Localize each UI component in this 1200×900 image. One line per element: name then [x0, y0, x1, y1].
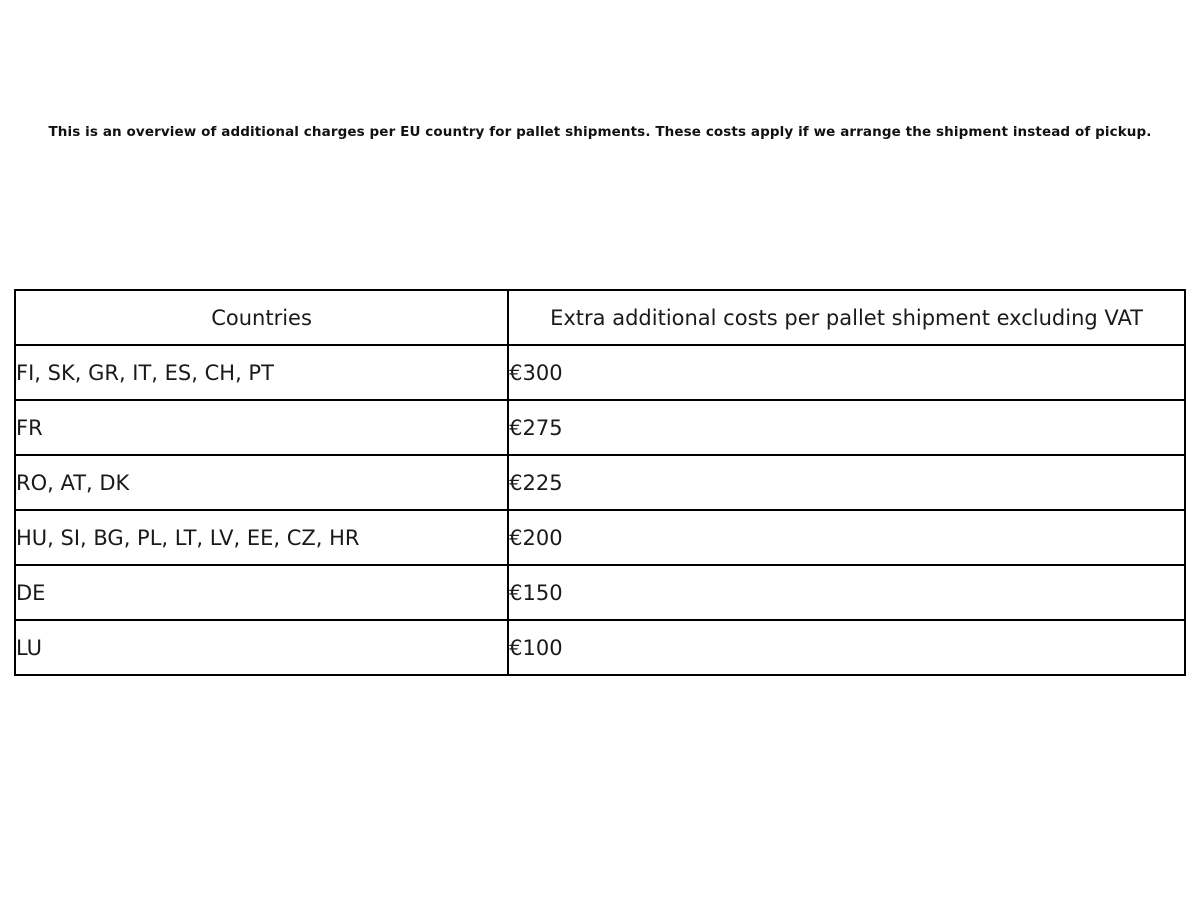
countries-cell: FR [13, 399, 510, 456]
intro-text: This is an overview of additional charge… [48, 124, 1152, 140]
table-body: FI, SK, GR, IT, ES, CH, PT €300 FR €275 RO, … [13, 344, 1186, 676]
column-header-countries: Countries [13, 289, 510, 346]
cost-cell: €150 [507, 564, 1186, 621]
cost-cell: €225 [507, 454, 1186, 511]
column-header-costs: Extra additional costs per pallet shipme… [507, 289, 1186, 346]
countries-cell: HU, SI, BG, PL, LT, LV, EE, CZ, HR [13, 509, 510, 566]
countries-cell: RO, AT, DK [13, 454, 510, 511]
cost-cell: €300 [507, 344, 1186, 401]
countries-cell: LU [13, 619, 510, 676]
cost-cell: €200 [507, 509, 1186, 566]
table-header-row: Countries Extra additional costs per pal… [13, 289, 1186, 346]
countries-cell: FI, SK, GR, IT, ES, CH, PT [13, 344, 510, 401]
countries-cell: DE [13, 564, 510, 621]
table-row: FR €275 [13, 399, 1186, 456]
table-row: RO, AT, DK €225 [13, 454, 1186, 511]
table-row: LU €100 [13, 619, 1186, 676]
table-row: FI, SK, GR, IT, ES, CH, PT €300 [13, 344, 1186, 401]
table-head: Countries Extra additional costs per pal… [13, 289, 1186, 346]
cost-cell: €275 [507, 399, 1186, 456]
table-row: DE €150 [13, 564, 1186, 621]
cost-cell: €100 [507, 619, 1186, 676]
table-row: HU, SI, BG, PL, LT, LV, EE, CZ, HR €200 [13, 509, 1186, 566]
charges-table: Countries Extra additional costs per pal… [13, 289, 1186, 676]
